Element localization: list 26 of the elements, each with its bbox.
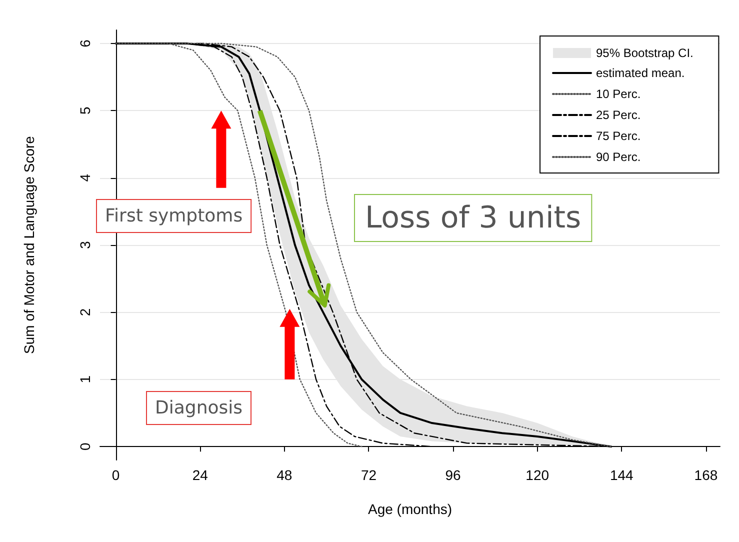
y-tick-label: 6 (77, 39, 93, 48)
x-tick-label: 24 (192, 467, 208, 483)
x-tick-label: 144 (610, 467, 634, 483)
x-tick-label: 168 (694, 467, 718, 483)
y-axis-title: Sum of Motor and Language Score (21, 136, 37, 354)
y-tick-label: 5 (77, 106, 93, 115)
y-tick-label: 3 (77, 240, 93, 249)
legend-label: estimated mean. (596, 66, 685, 80)
x-axis-title: Age (months) (368, 501, 452, 517)
legend-label: 25 Perc. (596, 108, 641, 122)
annotation: Diagnosis (155, 398, 242, 418)
x-tick-label: 72 (360, 467, 377, 483)
legend-label: 10 Perc. (596, 87, 641, 101)
x-tick-label: 120 (526, 467, 550, 483)
annotation: First symptoms (105, 206, 243, 226)
y-tick-label: 1 (77, 375, 93, 384)
legend-label: 75 Perc. (596, 129, 641, 143)
x-tick-label: 0 (112, 467, 120, 483)
y-tick-label: 0 (77, 442, 93, 450)
x-tick-label: 48 (276, 467, 292, 483)
x-tick-label: 96 (445, 467, 462, 483)
annotation: Loss of 3 units (365, 200, 582, 236)
y-tick-label: 4 (77, 174, 93, 182)
y-tick-label: 2 (77, 308, 93, 316)
annotation: 95% Bootstrap CI. (596, 46, 694, 60)
legend-label: 90 Perc. (596, 150, 641, 164)
